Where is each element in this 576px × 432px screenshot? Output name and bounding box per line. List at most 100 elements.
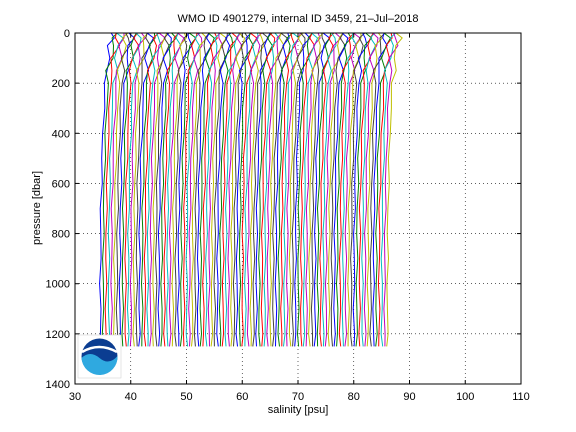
profile-line bbox=[377, 33, 393, 347]
profile-line bbox=[227, 33, 243, 347]
x-tick-label: 70 bbox=[292, 391, 304, 403]
profile-line bbox=[146, 33, 162, 347]
profile-line bbox=[121, 33, 137, 347]
profile-line bbox=[313, 33, 331, 347]
profile-line bbox=[321, 33, 337, 347]
profile-line bbox=[149, 33, 167, 347]
profile-line bbox=[302, 33, 319, 347]
profile-line bbox=[327, 33, 344, 347]
chart-title: WMO ID 4901279, internal ID 3459, 21–Jul… bbox=[178, 13, 419, 25]
profile-line bbox=[152, 33, 168, 347]
profile-line bbox=[213, 33, 228, 347]
profile-line bbox=[238, 33, 254, 347]
profile-line bbox=[355, 33, 373, 347]
y-tick-label: 800 bbox=[52, 229, 70, 241]
profile-line bbox=[171, 33, 187, 347]
profile-line bbox=[199, 33, 215, 347]
profile-line bbox=[252, 33, 270, 347]
profile-line bbox=[207, 33, 224, 347]
profile-line bbox=[369, 33, 386, 347]
profile-line bbox=[232, 33, 249, 347]
profile-line bbox=[280, 33, 296, 347]
profile-line bbox=[260, 33, 276, 347]
profile-line bbox=[221, 33, 239, 347]
profile-line bbox=[310, 33, 327, 347]
profile-line bbox=[210, 33, 228, 347]
profile-line bbox=[166, 33, 182, 347]
profile-line bbox=[235, 33, 252, 347]
profile-line bbox=[132, 33, 149, 347]
profile-line bbox=[196, 33, 212, 347]
profile-line bbox=[115, 33, 131, 347]
profile-line bbox=[177, 33, 193, 347]
profile-line bbox=[294, 33, 311, 347]
profile-line bbox=[188, 33, 203, 347]
y-tick-label: 400 bbox=[52, 128, 70, 140]
profile-line bbox=[375, 33, 392, 347]
profile-line bbox=[333, 33, 349, 347]
x-tick-label: 80 bbox=[348, 391, 360, 403]
profile-line bbox=[163, 33, 179, 347]
y-tick-label: 600 bbox=[52, 178, 70, 190]
profile-line bbox=[249, 33, 265, 347]
profile-line bbox=[157, 33, 172, 347]
profile-line bbox=[347, 33, 362, 347]
profile-line bbox=[99, 33, 115, 347]
profile-line bbox=[274, 33, 290, 347]
y-tick-label: 0 bbox=[64, 28, 70, 40]
profile-line bbox=[107, 33, 124, 347]
profile-line bbox=[352, 33, 368, 347]
profile-line bbox=[110, 33, 125, 347]
logo-gull bbox=[81, 345, 118, 354]
profile-line bbox=[255, 33, 271, 347]
x-tick-label: 90 bbox=[403, 391, 415, 403]
profile-line bbox=[291, 33, 306, 347]
x-tick-label: 40 bbox=[125, 391, 137, 403]
profile-line bbox=[300, 33, 316, 347]
profile-line bbox=[126, 33, 142, 347]
profile-line bbox=[182, 33, 198, 347]
y-axis-label: pressure [dbar] bbox=[31, 171, 43, 245]
profile-line bbox=[160, 33, 177, 347]
profile-line bbox=[363, 33, 379, 347]
y-tick-label: 200 bbox=[52, 78, 70, 90]
profile-line bbox=[330, 33, 346, 347]
noaa-logo bbox=[77, 334, 122, 379]
profile-line bbox=[230, 33, 246, 347]
profile-line bbox=[344, 33, 361, 347]
profile-line bbox=[316, 33, 332, 347]
profile-line bbox=[263, 33, 280, 347]
profile-lines bbox=[99, 33, 403, 347]
profile-line bbox=[118, 33, 136, 347]
profile-line bbox=[129, 33, 146, 347]
profile-line bbox=[296, 33, 313, 347]
x-tick-label: 50 bbox=[180, 391, 192, 403]
profile-line bbox=[269, 33, 285, 347]
profile-line bbox=[266, 33, 283, 347]
profile-line bbox=[372, 33, 388, 347]
x-tick-label: 60 bbox=[236, 391, 248, 403]
profile-line bbox=[104, 33, 121, 347]
profile-line bbox=[218, 33, 234, 347]
profile-line bbox=[341, 33, 358, 347]
logo-wave bbox=[81, 354, 118, 376]
y-tick-label: 1200 bbox=[46, 329, 70, 341]
y-tick-label: 1400 bbox=[46, 379, 70, 391]
y-tick-label: 1000 bbox=[46, 279, 70, 291]
profile-line bbox=[241, 33, 258, 347]
profile-line bbox=[244, 33, 259, 347]
profile-line bbox=[286, 33, 301, 347]
profile-line bbox=[305, 33, 321, 347]
profile-line bbox=[224, 33, 241, 347]
profile-line bbox=[179, 33, 197, 347]
profile-line bbox=[324, 33, 342, 347]
profile-line bbox=[358, 33, 374, 347]
profile-line bbox=[193, 33, 210, 347]
profile-line bbox=[272, 33, 288, 347]
x-tick-label: 110 bbox=[512, 391, 530, 403]
x-tick-label: 100 bbox=[456, 391, 474, 403]
axes: 30 40 50 60 70 80 90 100 110 0 200 400 600 800 1000 120… bbox=[46, 28, 530, 403]
profile-line bbox=[191, 33, 208, 347]
x-tick-label: 30 bbox=[69, 391, 81, 403]
